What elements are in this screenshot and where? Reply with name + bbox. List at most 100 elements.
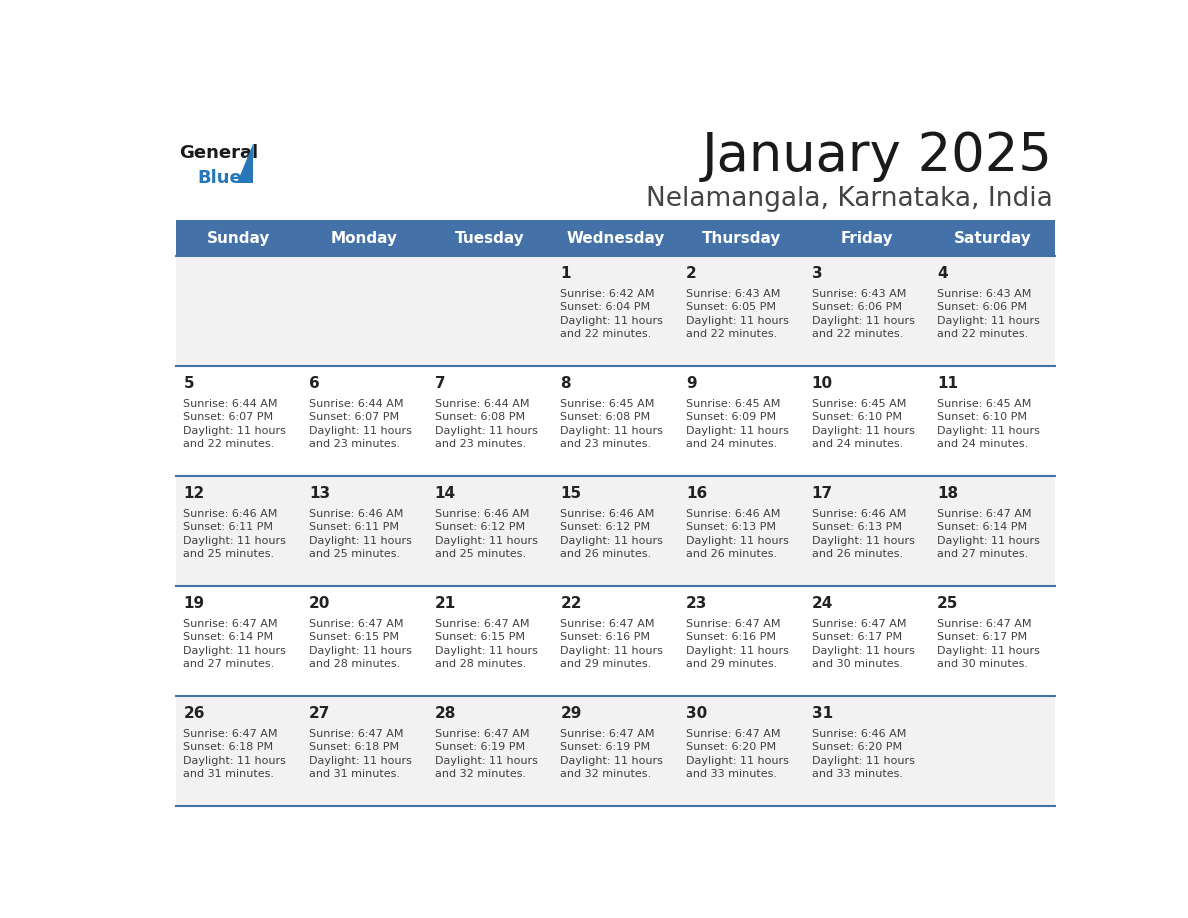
Text: 25: 25 <box>937 596 959 610</box>
Text: Daylight: 11 hours: Daylight: 11 hours <box>183 646 286 655</box>
Text: Sunrise: 6:43 AM: Sunrise: 6:43 AM <box>811 289 906 299</box>
Text: Daylight: 11 hours: Daylight: 11 hours <box>685 316 789 326</box>
Text: and 22 minutes.: and 22 minutes. <box>685 330 777 340</box>
Text: Daylight: 11 hours: Daylight: 11 hours <box>685 426 789 436</box>
Text: Friday: Friday <box>841 230 893 246</box>
Text: Sunset: 6:14 PM: Sunset: 6:14 PM <box>937 522 1028 532</box>
Text: Sunset: 6:19 PM: Sunset: 6:19 PM <box>561 743 651 753</box>
Text: Saturday: Saturday <box>954 230 1031 246</box>
Text: Sunrise: 6:47 AM: Sunrise: 6:47 AM <box>811 619 906 629</box>
Text: Daylight: 11 hours: Daylight: 11 hours <box>811 646 915 655</box>
Text: Sunset: 6:15 PM: Sunset: 6:15 PM <box>309 633 399 643</box>
Bar <box>176 366 1055 476</box>
Text: Sunset: 6:13 PM: Sunset: 6:13 PM <box>811 522 902 532</box>
Text: 15: 15 <box>561 486 581 500</box>
Text: Sunset: 6:20 PM: Sunset: 6:20 PM <box>685 743 776 753</box>
Text: Sunset: 6:10 PM: Sunset: 6:10 PM <box>937 412 1028 422</box>
Text: Sunrise: 6:47 AM: Sunrise: 6:47 AM <box>685 619 781 629</box>
Text: Daylight: 11 hours: Daylight: 11 hours <box>309 426 412 436</box>
Text: Nelamangala, Karnataka, India: Nelamangala, Karnataka, India <box>646 185 1053 211</box>
Text: 16: 16 <box>685 486 707 500</box>
Text: Wednesday: Wednesday <box>567 230 665 246</box>
Text: Sunrise: 6:46 AM: Sunrise: 6:46 AM <box>183 509 278 519</box>
Text: Daylight: 11 hours: Daylight: 11 hours <box>561 316 663 326</box>
Text: 28: 28 <box>435 706 456 721</box>
Text: 27: 27 <box>309 706 330 721</box>
Text: Sunrise: 6:46 AM: Sunrise: 6:46 AM <box>811 729 906 739</box>
Text: Sunrise: 6:47 AM: Sunrise: 6:47 AM <box>561 729 655 739</box>
Text: Thursday: Thursday <box>702 230 781 246</box>
Text: and 24 minutes.: and 24 minutes. <box>811 440 903 449</box>
Text: 5: 5 <box>183 375 194 391</box>
Text: and 25 minutes.: and 25 minutes. <box>183 549 274 559</box>
Text: Daylight: 11 hours: Daylight: 11 hours <box>811 756 915 766</box>
Text: 18: 18 <box>937 486 959 500</box>
Text: and 30 minutes.: and 30 minutes. <box>811 659 903 669</box>
Text: Sunrise: 6:43 AM: Sunrise: 6:43 AM <box>937 289 1031 299</box>
Text: Sunset: 6:19 PM: Sunset: 6:19 PM <box>435 743 525 753</box>
Text: 26: 26 <box>183 706 206 721</box>
Text: 20: 20 <box>309 596 330 610</box>
Polygon shape <box>236 144 253 183</box>
Text: Daylight: 11 hours: Daylight: 11 hours <box>183 756 286 766</box>
Text: Sunset: 6:13 PM: Sunset: 6:13 PM <box>685 522 776 532</box>
Text: January 2025: January 2025 <box>702 130 1053 182</box>
Text: Sunset: 6:10 PM: Sunset: 6:10 PM <box>811 412 902 422</box>
Text: Sunset: 6:12 PM: Sunset: 6:12 PM <box>435 522 525 532</box>
Text: 1: 1 <box>561 265 570 281</box>
Text: Sunset: 6:11 PM: Sunset: 6:11 PM <box>309 522 399 532</box>
Text: Daylight: 11 hours: Daylight: 11 hours <box>811 536 915 546</box>
Text: and 22 minutes.: and 22 minutes. <box>561 330 651 340</box>
Text: Sunrise: 6:46 AM: Sunrise: 6:46 AM <box>685 509 781 519</box>
Text: 8: 8 <box>561 375 571 391</box>
Text: Sunset: 6:11 PM: Sunset: 6:11 PM <box>183 522 273 532</box>
Text: Sunrise: 6:47 AM: Sunrise: 6:47 AM <box>561 619 655 629</box>
Text: 21: 21 <box>435 596 456 610</box>
Text: and 25 minutes.: and 25 minutes. <box>435 549 526 559</box>
Text: 9: 9 <box>685 375 696 391</box>
Text: 13: 13 <box>309 486 330 500</box>
Text: Sunrise: 6:46 AM: Sunrise: 6:46 AM <box>309 509 404 519</box>
Text: Sunrise: 6:45 AM: Sunrise: 6:45 AM <box>937 399 1031 409</box>
Text: Sunrise: 6:47 AM: Sunrise: 6:47 AM <box>183 619 278 629</box>
Text: Blue: Blue <box>197 169 242 187</box>
Text: Daylight: 11 hours: Daylight: 11 hours <box>183 536 286 546</box>
Text: Sunrise: 6:47 AM: Sunrise: 6:47 AM <box>937 509 1031 519</box>
Text: Monday: Monday <box>331 230 398 246</box>
Text: and 33 minutes.: and 33 minutes. <box>685 769 777 779</box>
Text: Sunset: 6:17 PM: Sunset: 6:17 PM <box>811 633 902 643</box>
Text: Daylight: 11 hours: Daylight: 11 hours <box>309 646 412 655</box>
Text: Sunset: 6:12 PM: Sunset: 6:12 PM <box>561 522 651 532</box>
Text: 23: 23 <box>685 596 707 610</box>
Text: Sunrise: 6:47 AM: Sunrise: 6:47 AM <box>937 619 1031 629</box>
Text: Sunset: 6:17 PM: Sunset: 6:17 PM <box>937 633 1028 643</box>
Bar <box>176 587 1055 697</box>
Text: Sunset: 6:16 PM: Sunset: 6:16 PM <box>685 633 776 643</box>
Text: Tuesday: Tuesday <box>455 230 525 246</box>
Text: Sunrise: 6:47 AM: Sunrise: 6:47 AM <box>685 729 781 739</box>
Text: Daylight: 11 hours: Daylight: 11 hours <box>685 756 789 766</box>
Text: Daylight: 11 hours: Daylight: 11 hours <box>561 756 663 766</box>
Text: Daylight: 11 hours: Daylight: 11 hours <box>811 316 915 326</box>
Text: Daylight: 11 hours: Daylight: 11 hours <box>435 646 538 655</box>
Text: 30: 30 <box>685 706 707 721</box>
Text: 11: 11 <box>937 375 959 391</box>
Text: and 27 minutes.: and 27 minutes. <box>183 659 274 669</box>
Text: Daylight: 11 hours: Daylight: 11 hours <box>309 756 412 766</box>
Text: 4: 4 <box>937 265 948 281</box>
Text: Daylight: 11 hours: Daylight: 11 hours <box>685 536 789 546</box>
Text: Sunrise: 6:47 AM: Sunrise: 6:47 AM <box>435 729 529 739</box>
Text: Sunrise: 6:45 AM: Sunrise: 6:45 AM <box>811 399 906 409</box>
Text: Sunset: 6:15 PM: Sunset: 6:15 PM <box>435 633 525 643</box>
Text: Sunrise: 6:47 AM: Sunrise: 6:47 AM <box>309 619 404 629</box>
Text: and 32 minutes.: and 32 minutes. <box>561 769 651 779</box>
Bar <box>176 219 1055 256</box>
Text: and 27 minutes.: and 27 minutes. <box>937 549 1029 559</box>
Text: Sunset: 6:16 PM: Sunset: 6:16 PM <box>561 633 650 643</box>
Text: Sunset: 6:09 PM: Sunset: 6:09 PM <box>685 412 776 422</box>
Text: General: General <box>179 144 258 162</box>
Text: and 29 minutes.: and 29 minutes. <box>561 659 651 669</box>
Text: Daylight: 11 hours: Daylight: 11 hours <box>937 426 1040 436</box>
Text: Daylight: 11 hours: Daylight: 11 hours <box>937 316 1040 326</box>
Text: Daylight: 11 hours: Daylight: 11 hours <box>183 426 286 436</box>
